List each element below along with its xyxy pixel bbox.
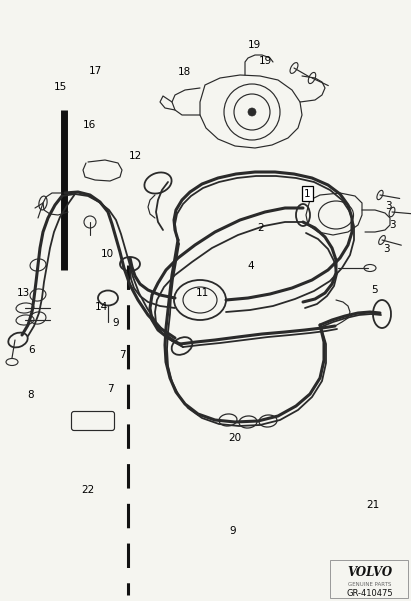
Text: 3: 3 bbox=[383, 245, 390, 254]
Text: 13: 13 bbox=[17, 288, 30, 298]
Text: 8: 8 bbox=[28, 391, 34, 400]
Text: 12: 12 bbox=[129, 151, 142, 161]
Text: 21: 21 bbox=[367, 500, 380, 510]
Text: 22: 22 bbox=[82, 485, 95, 495]
Text: 3: 3 bbox=[385, 201, 392, 210]
Circle shape bbox=[248, 108, 256, 116]
Text: 19: 19 bbox=[259, 56, 272, 66]
Text: 9: 9 bbox=[113, 319, 119, 328]
Text: 19: 19 bbox=[247, 40, 261, 50]
Text: 14: 14 bbox=[95, 302, 109, 311]
Text: 1: 1 bbox=[304, 189, 311, 198]
Text: 10: 10 bbox=[101, 249, 114, 258]
Text: 15: 15 bbox=[54, 82, 67, 92]
Text: 3: 3 bbox=[389, 221, 396, 230]
Text: 18: 18 bbox=[178, 67, 191, 77]
Text: 20: 20 bbox=[229, 433, 242, 442]
Text: 7: 7 bbox=[119, 350, 126, 359]
Text: 7: 7 bbox=[107, 385, 113, 394]
Text: GR-410475: GR-410475 bbox=[347, 588, 393, 597]
Text: VOLVO: VOLVO bbox=[347, 567, 393, 579]
Text: 16: 16 bbox=[83, 120, 96, 130]
Text: 9: 9 bbox=[230, 526, 236, 535]
Text: 2: 2 bbox=[258, 224, 264, 233]
Text: 4: 4 bbox=[247, 261, 254, 271]
Text: 17: 17 bbox=[89, 66, 102, 76]
Text: 11: 11 bbox=[196, 288, 209, 298]
Text: 6: 6 bbox=[29, 345, 35, 355]
Text: 5: 5 bbox=[371, 285, 377, 295]
Text: GENUINE PARTS: GENUINE PARTS bbox=[348, 582, 392, 587]
